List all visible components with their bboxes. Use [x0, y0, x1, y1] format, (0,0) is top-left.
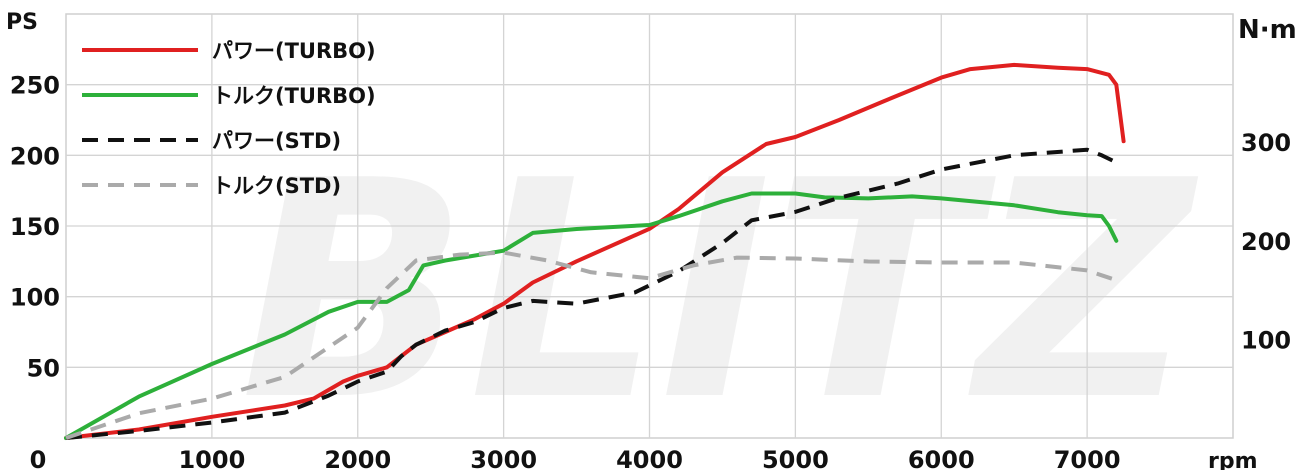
x-tick-label: 3000	[470, 446, 537, 470]
axes: 0 1000 2000 3000 4000 5000 6000 7000 50 100 150 200…	[6, 10, 1297, 470]
legend-label-3: パワー(STD)	[212, 129, 341, 153]
series-line-1	[64, 62, 1126, 440]
y-right-tick-label: 100	[1241, 326, 1291, 354]
series-line-2	[64, 191, 1119, 440]
blitz-watermark: BLITZ	[240, 117, 1201, 466]
legend-label-2: トルク(TURBO)	[212, 84, 376, 108]
x-tick-label: 1000	[178, 446, 245, 470]
legend: パワー(TURBO) トルク(TURBO) パワー(STD) トルク(STD)	[82, 39, 376, 198]
y-right-tick-label: 200	[1241, 228, 1291, 256]
y-left-unit-label: PS	[6, 10, 38, 35]
y-right-tick-label: 300	[1241, 129, 1291, 157]
series-lines	[64, 62, 1126, 440]
y-left-tick-label: 250	[10, 72, 60, 100]
x-tick-label: 0	[30, 446, 47, 470]
x-tick-label: 4000	[616, 446, 683, 470]
legend-label-1: パワー(TURBO)	[212, 39, 376, 63]
x-tick-label: 7000	[1054, 446, 1121, 470]
legend-label-4: トルク(STD)	[212, 174, 341, 198]
watermark-layer: BLITZ	[240, 117, 1201, 466]
y-left-tick-label: 50	[27, 354, 60, 382]
y-right-unit-label: N·m	[1238, 15, 1297, 45]
x-unit-label: rpm	[1208, 449, 1258, 470]
x-tick-label: 5000	[762, 446, 829, 470]
y-left-tick-label: 150	[10, 213, 60, 241]
x-tick-label: 2000	[324, 446, 391, 470]
grid	[65, 13, 1234, 439]
series-line-3	[65, 147, 1118, 440]
series-line-4	[65, 250, 1117, 440]
y-left-tick-label: 200	[10, 142, 60, 170]
x-tick-label: 6000	[908, 446, 975, 470]
y-left-tick-label: 100	[10, 284, 60, 312]
